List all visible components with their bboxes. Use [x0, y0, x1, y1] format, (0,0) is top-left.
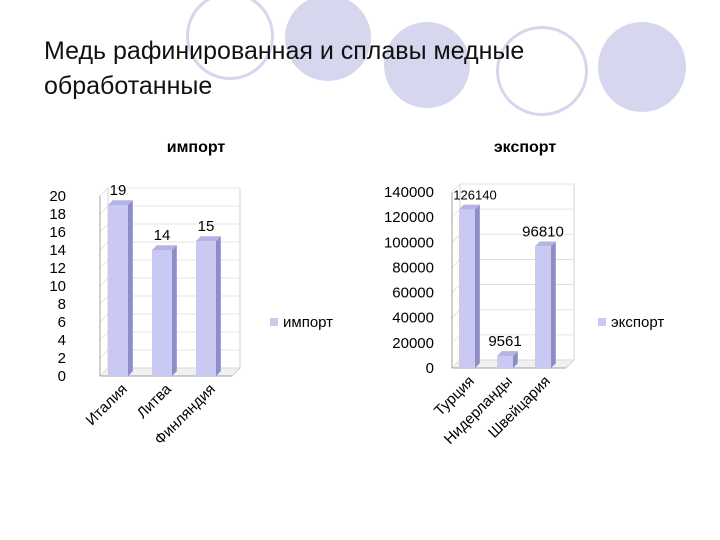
export-gridline-side: [451, 284, 461, 293]
decor-circle-2: [384, 22, 470, 108]
export-gridline-side: [451, 359, 461, 369]
import-gridline-side: [99, 295, 109, 305]
import-y-tick-label: 12: [49, 260, 66, 277]
export-y-tick-label: 140000: [384, 184, 434, 201]
import-y-tick-label: 16: [49, 224, 66, 241]
import-y-tick-label: 0: [58, 368, 66, 385]
import-legend-label: импорт: [283, 314, 333, 331]
import-legend-swatch: [270, 318, 278, 326]
export-bar-side: [475, 204, 480, 368]
import-gridline-side: [99, 277, 109, 287]
export-gridline-side: [451, 234, 461, 243]
import-y-tick-label: 18: [49, 206, 66, 223]
import-gridline-side: [99, 349, 109, 359]
import-bar-side: [128, 200, 133, 376]
import-y-tick-label: 6: [58, 314, 66, 331]
export-bar-side: [513, 351, 518, 368]
export-bar-side: [551, 241, 556, 368]
import-y-tick-label: 20: [49, 188, 66, 205]
export-y-tick-label: 40000: [392, 310, 434, 327]
export-chart: экспорт 0 20000 40000 60000 80000 100000 12000…: [384, 139, 664, 448]
export-bar-top: [497, 351, 518, 356]
export-y-tick-label: 60000: [392, 285, 434, 302]
export-legend-label: экспорт: [611, 314, 664, 331]
import-bar-top: [152, 245, 177, 250]
export-bar-top: [459, 204, 480, 210]
import-category-label: Италия: [83, 381, 131, 429]
slide-title: Медь рафинированная и сплавы медные обра…: [44, 37, 525, 100]
import-bar-top: [196, 236, 221, 241]
decor-circle-3: [598, 22, 686, 112]
export-bar: [535, 246, 551, 368]
export-y-tick-label: 80000: [392, 259, 434, 276]
import-gridline-side: [99, 187, 109, 197]
import-chart-title: импорт: [167, 139, 226, 156]
import-bar: [152, 250, 172, 376]
import-gridline-side: [99, 259, 109, 269]
export-gridline-side: [451, 183, 461, 193]
export-y-tick-label: 20000: [392, 335, 434, 352]
import-legend: импорт: [270, 314, 333, 331]
import-bar-top: [108, 200, 133, 205]
export-bar-top: [535, 241, 556, 247]
export-data-label: 126140: [453, 188, 496, 203]
export-legend-swatch: [598, 318, 606, 326]
import-gridline-side: [99, 223, 109, 233]
import-y-tick-label: 14: [49, 242, 66, 259]
import-data-label: 15: [198, 218, 215, 235]
import-category-label: Литва: [134, 380, 176, 422]
export-chart-title: экспорт: [494, 139, 557, 156]
export-plot-area: 0 20000 40000 60000 80000 100000 120000 140000 1…: [384, 183, 575, 448]
decor-circle-1: [285, 0, 371, 81]
import-bar-side: [172, 245, 177, 376]
decor-ring-2: [496, 26, 588, 116]
export-bar: [459, 209, 475, 368]
export-data-label: 96810: [522, 223, 564, 240]
export-gridline-side: [451, 334, 461, 344]
import-data-label: 14: [154, 227, 171, 244]
import-gridline-side: [99, 241, 109, 251]
export-legend: экспорт: [598, 314, 664, 331]
export-gridline-side: [451, 259, 461, 268]
import-y-tick-label: 8: [58, 296, 66, 313]
import-gridline-side: [99, 367, 109, 377]
import-y-tick-label: 10: [49, 278, 66, 295]
decor-ring-1: [186, 0, 274, 80]
import-gridline-side: [99, 313, 109, 323]
import-bar: [108, 205, 128, 376]
export-y-tick-label: 0: [426, 360, 434, 377]
import-y-tick-label: 2: [58, 350, 66, 367]
export-gridline-side: [451, 208, 461, 218]
import-y-tick-label: 4: [58, 332, 66, 349]
export-y-tick-label: 100000: [384, 234, 434, 251]
import-gridline-side: [99, 205, 109, 215]
export-gridline-side: [451, 309, 461, 318]
export-data-label: 9561: [488, 333, 521, 350]
import-gridline-side: [99, 331, 109, 341]
import-bar-side: [216, 236, 221, 376]
import-bar: [196, 241, 216, 376]
export-bar: [497, 355, 513, 368]
import-data-label: 19: [110, 182, 127, 199]
export-y-tick-label: 120000: [384, 209, 434, 226]
